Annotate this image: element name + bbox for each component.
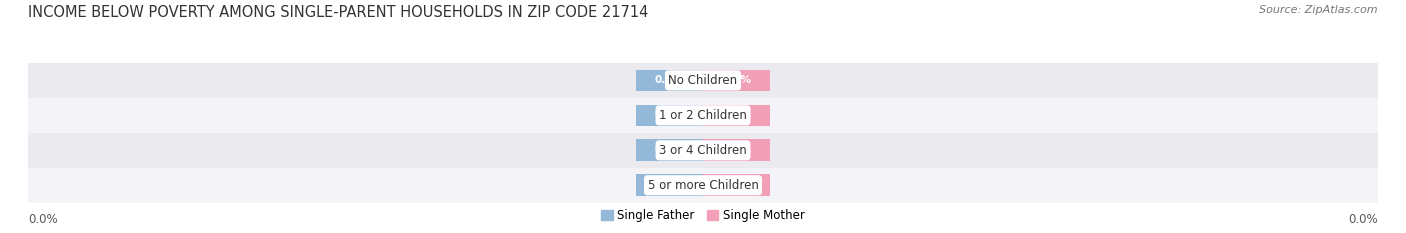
Text: 3 or 4 Children: 3 or 4 Children (659, 144, 747, 157)
Text: 5 or more Children: 5 or more Children (648, 179, 758, 192)
Bar (636, 104, 703, 126)
Text: 0.0%: 0.0% (723, 145, 751, 155)
Text: 0.0%: 0.0% (723, 180, 751, 190)
Legend: Single Father, Single Mother: Single Father, Single Mother (596, 205, 810, 227)
Text: 0.0%: 0.0% (723, 75, 751, 85)
Text: No Children: No Children (668, 74, 738, 87)
Bar (703, 174, 770, 196)
Bar (636, 139, 703, 161)
Text: 0.0%: 0.0% (723, 110, 751, 120)
Bar (28, 133, 1378, 168)
Bar (703, 69, 770, 91)
Bar (636, 69, 703, 91)
Text: 0.0%: 0.0% (655, 75, 683, 85)
Text: 0.0%: 0.0% (655, 180, 683, 190)
Text: 0.0%: 0.0% (655, 110, 683, 120)
Text: 0.0%: 0.0% (655, 145, 683, 155)
Text: INCOME BELOW POVERTY AMONG SINGLE-PARENT HOUSEHOLDS IN ZIP CODE 21714: INCOME BELOW POVERTY AMONG SINGLE-PARENT… (28, 5, 648, 20)
Bar (703, 104, 770, 126)
Text: 0.0%: 0.0% (1348, 212, 1378, 226)
Bar (28, 168, 1378, 203)
Bar (636, 174, 703, 196)
Text: Source: ZipAtlas.com: Source: ZipAtlas.com (1260, 5, 1378, 15)
Text: 0.0%: 0.0% (28, 212, 58, 226)
Bar (28, 98, 1378, 133)
Bar (703, 139, 770, 161)
Text: 1 or 2 Children: 1 or 2 Children (659, 109, 747, 122)
Bar (28, 63, 1378, 98)
